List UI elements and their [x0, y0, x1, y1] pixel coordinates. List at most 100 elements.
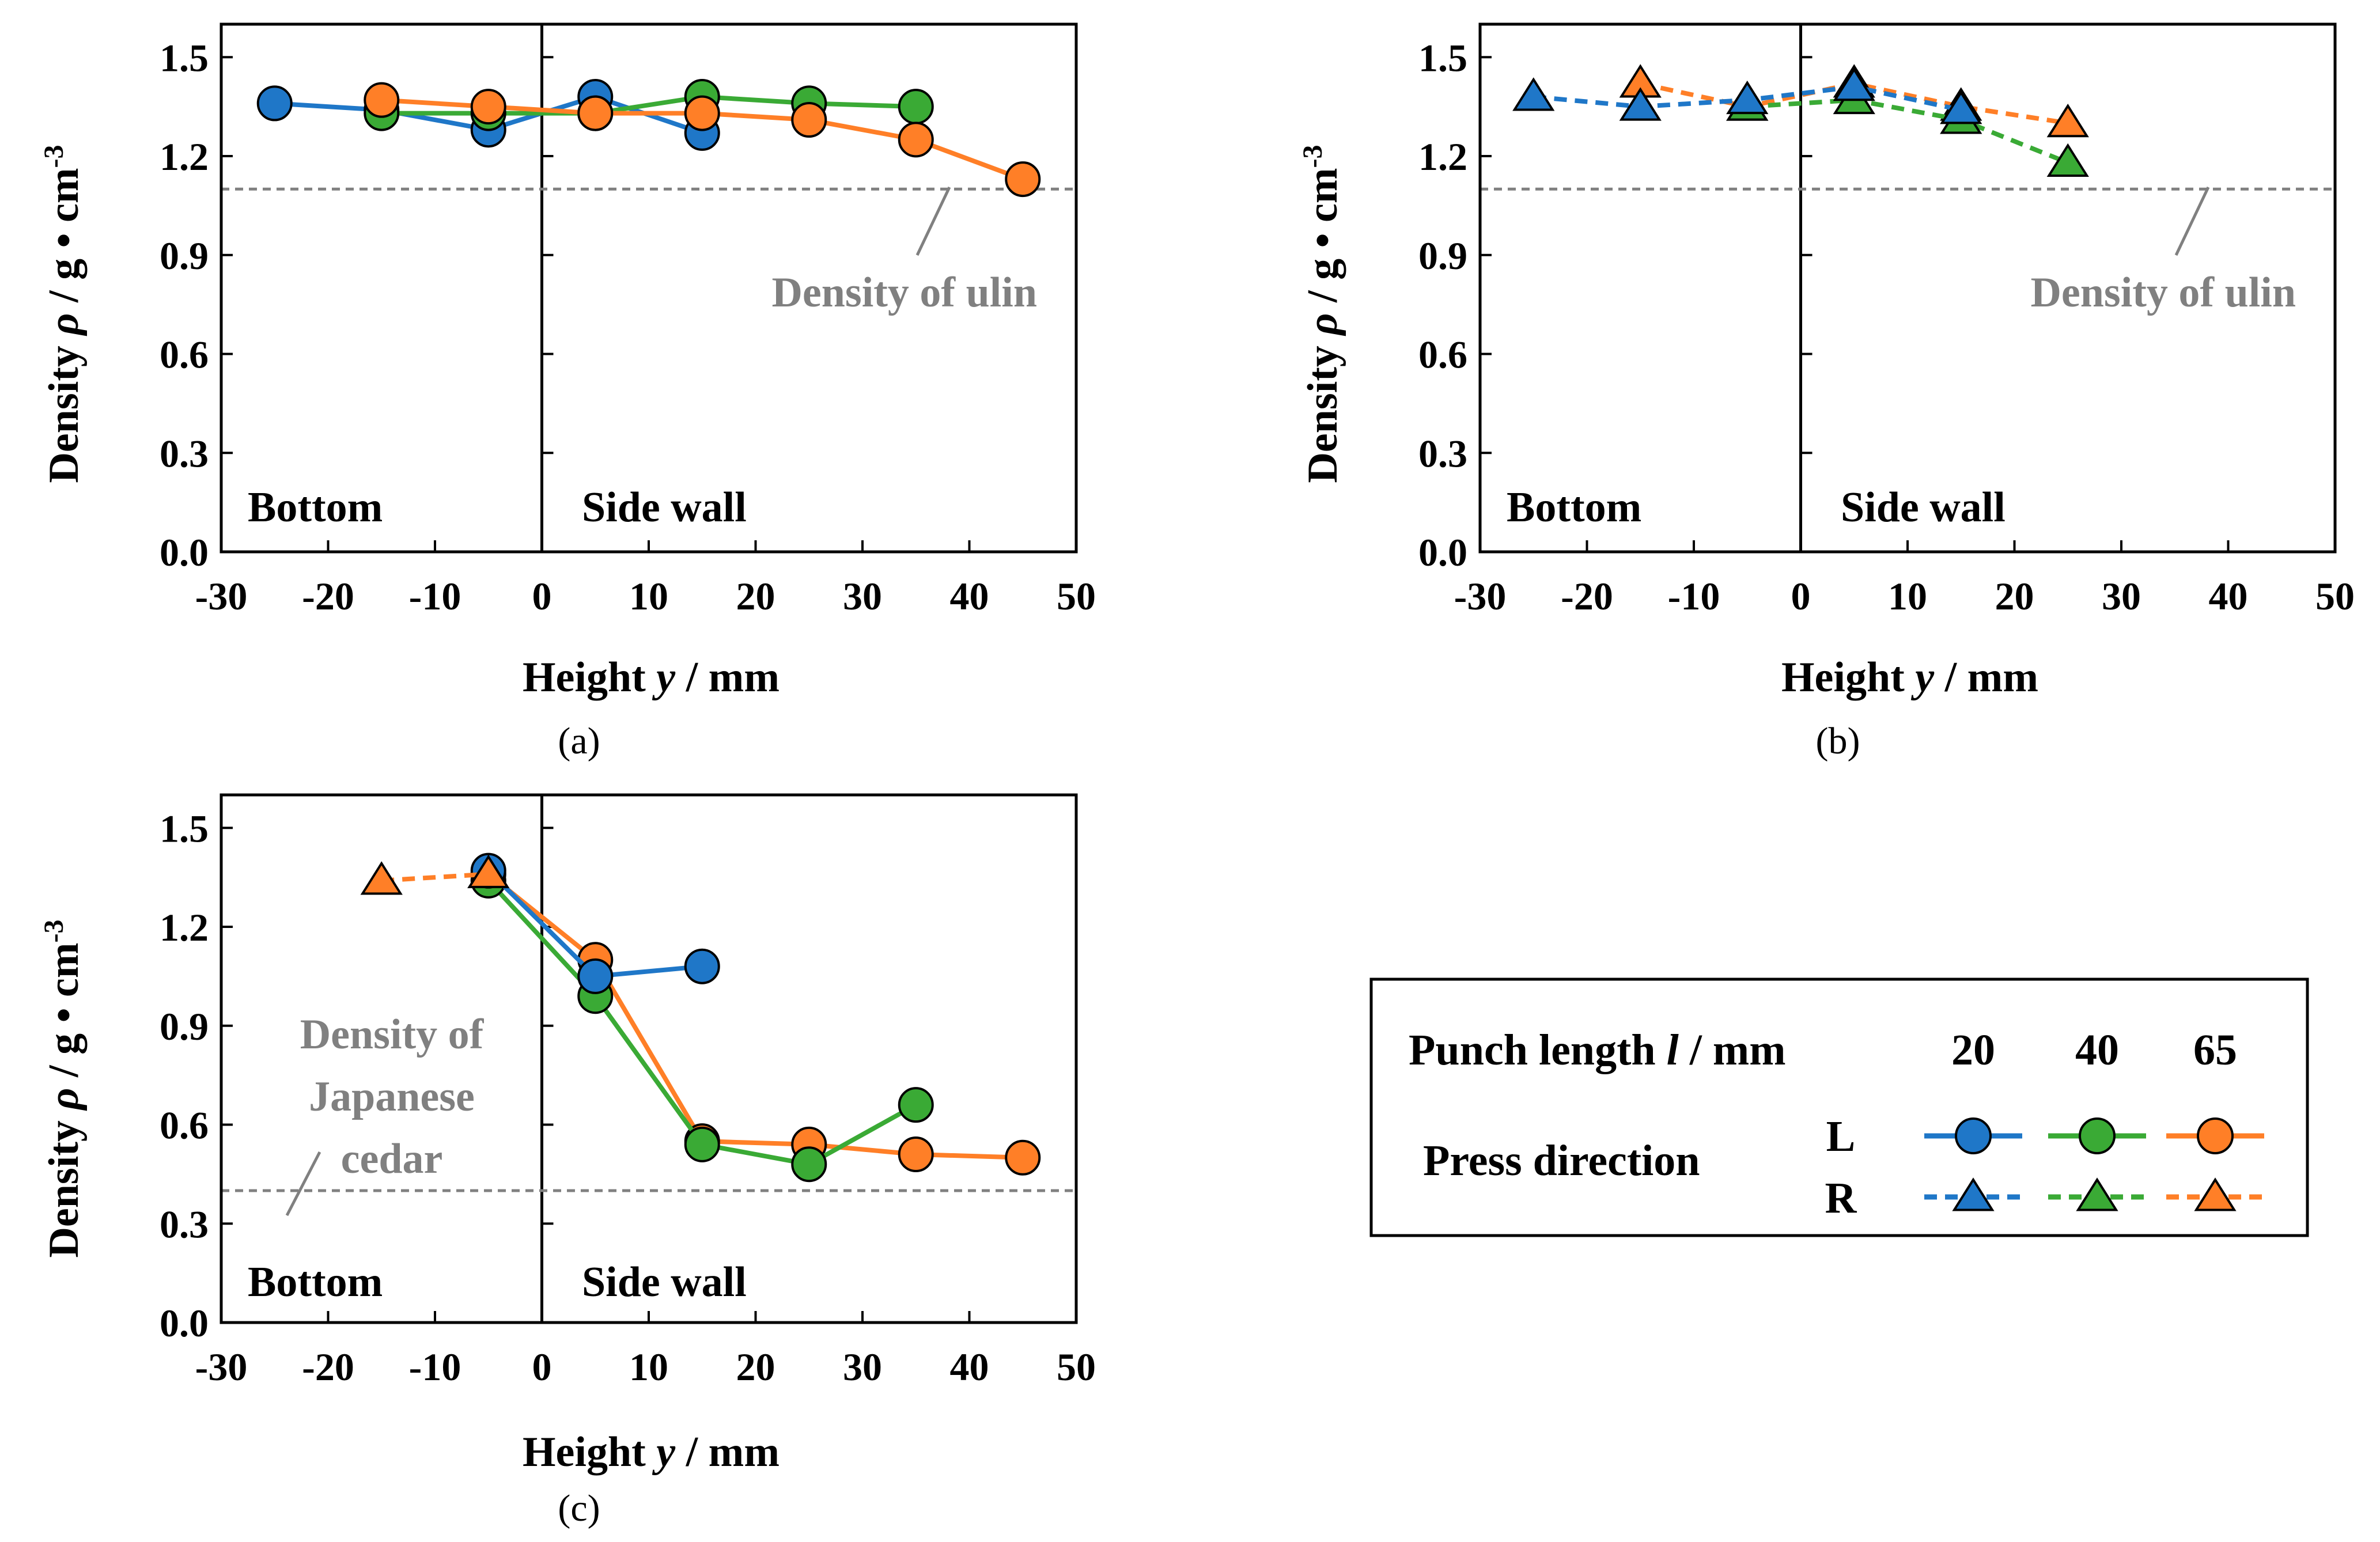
panel-b-xtick-label: 30 [2102, 574, 2141, 618]
panel-c-point-R65 [362, 863, 400, 894]
panel-c-point-L20 [578, 960, 612, 993]
legend: Punch length l / mm 20 40 65 Press direc… [1371, 979, 2307, 1236]
panel-b-xtick-label: -20 [1561, 574, 1613, 618]
panel-a-point-L40 [899, 90, 933, 123]
panel-a-point-L65 [578, 97, 612, 130]
panel-c-point-L20 [686, 950, 719, 983]
panel-a-xtick-label: 50 [1057, 574, 1096, 618]
panel-a-point-L65 [899, 123, 933, 156]
panel-b-reference: Density of ulin [1480, 187, 2335, 316]
panel-b-ytick-label: 0.0 [1418, 531, 1467, 574]
panel-a-side-label: Side wall [582, 484, 747, 531]
panel-b-series-R40-line [1747, 100, 2068, 163]
panel-c-series-L65-line [489, 874, 1023, 1157]
legend-dir-L: L [1826, 1112, 1856, 1161]
legend-press-label: Press direction [1423, 1136, 1700, 1185]
panel-a-reference-leader [917, 187, 949, 255]
panel-a-point-L65 [472, 90, 505, 123]
legend-length-65: 65 [2193, 1026, 2237, 1074]
panel-b-ytick-label: 0.6 [1418, 333, 1467, 377]
panel-c-reference: Density ofJapanesecedar [221, 1011, 1076, 1215]
panel-a-point-L65 [1006, 162, 1039, 196]
panel-b-xtick-label: 20 [1995, 574, 2034, 618]
panel-b-xtick-label: 10 [1888, 574, 1927, 618]
panel-b-reference-leader [2176, 187, 2208, 255]
panel-a-xtick-label: -20 [302, 574, 354, 618]
legend-sample-L65-marker [2198, 1119, 2233, 1153]
panel-a-xtick-label: 10 [629, 574, 668, 618]
panel-a-ylabel: Density ρ / g • cm-3 [39, 145, 88, 483]
panel-c: -30-20-10010203040500.00.30.60.91.21.5 D… [39, 795, 1096, 1529]
panel-c-point-L65 [899, 1138, 933, 1171]
panel-c-xtick-label: 0 [532, 1345, 552, 1389]
panel-b-point-R40 [2049, 145, 2087, 176]
panel-b-xtick-label: 0 [1791, 574, 1811, 618]
panel-a-reference-label: Density of ulin [771, 269, 1037, 316]
panel-a-ytick-label: 0.6 [160, 333, 209, 377]
panel-b-side-label: Side wall [1841, 484, 2006, 531]
panel-b-point-R20 [1515, 79, 1553, 110]
panel-c-xtick-label: 10 [629, 1345, 668, 1389]
panel-a-ytick-label: 0.3 [160, 431, 209, 475]
panel-b-xtick-label: -30 [1454, 574, 1507, 618]
panel-c-xtick-label: 20 [736, 1345, 775, 1389]
panel-c-ytick-label: 0.0 [160, 1301, 209, 1345]
panel-b-bottom-label: Bottom [1507, 484, 1641, 531]
panel-a-xtick-label: -30 [195, 574, 248, 618]
panel-a-ytick-label: 1.5 [160, 36, 209, 79]
panel-c-xtick-label: -10 [409, 1345, 461, 1389]
panel-c-point-L40 [899, 1088, 933, 1122]
panel-c-xlabel: Height y / mm [523, 1429, 780, 1476]
panel-c-bottom-label: Bottom [248, 1259, 383, 1306]
panel-c-reference-label: Density ofJapanesecedar [300, 1011, 485, 1183]
panel-c-caption: (c) [558, 1487, 600, 1529]
panel-a-xtick-label: 40 [950, 574, 989, 618]
panel-b-xlabel: Height y / mm [1781, 654, 2038, 701]
panel-b-xtick-label: 40 [2209, 574, 2248, 618]
panel-c-point-L40 [792, 1147, 826, 1181]
legend-punch-label: Punch length l / mm [1409, 1026, 1786, 1074]
panel-a-point-L65 [792, 103, 826, 137]
legend-dir-R: R [1825, 1174, 1857, 1222]
panel-c-xtick-label: -20 [302, 1345, 354, 1389]
panel-b-caption: (b) [1816, 720, 1860, 762]
panel-b-ytick-label: 0.3 [1418, 431, 1467, 475]
panel-a: -30 -20 -10 0 10 20 30 40 50 0.0 0.3 0.6 0.9 1.2 1.5 D… [39, 24, 1096, 762]
panel-a-point-L65 [365, 84, 398, 117]
legend-sample-L20-marker [1956, 1119, 1991, 1153]
panel-c-ytick-label: 1.2 [160, 906, 209, 949]
panel-c-xtick-label: 40 [950, 1345, 989, 1389]
panel-b: -30 -20 -10 0 10 20 30 40 50 0.0 0.3 0.6 0.9 1.2 1.5 D… [1297, 24, 2355, 762]
panel-c-frame [221, 795, 1076, 1323]
panel-a-point-L65 [686, 97, 719, 130]
panel-a-point-L20 [258, 86, 292, 120]
panel-a-xtick-label: 0 [532, 574, 552, 618]
panel-c-ytick-label: 0.9 [160, 1005, 209, 1048]
panel-b-ylabel: Density ρ / g • cm-3 [1297, 145, 1346, 483]
panel-c-xtick-label: 50 [1057, 1345, 1096, 1389]
panel-b-xtick-label: 50 [2315, 574, 2355, 618]
panel-a-ytick-label: 0.9 [160, 234, 209, 278]
panel-a-xtick-label: 30 [843, 574, 882, 618]
panel-c-xtick-label: 30 [843, 1345, 882, 1389]
legend-length-20: 20 [1951, 1026, 1995, 1074]
panel-c-ytick-label: 0.3 [160, 1202, 209, 1246]
panel-b-point-R20 [1728, 83, 1766, 113]
panel-a-ytick-label: 1.2 [160, 135, 209, 179]
panel-a-xlabel: Height y / mm [523, 654, 780, 701]
panel-b-xtick-label: -10 [1668, 574, 1720, 618]
legend-sample-L40-marker [2080, 1119, 2114, 1153]
panel-b-ytick-label: 1.2 [1418, 135, 1467, 179]
panel-c-ytick-label: 1.5 [160, 806, 209, 850]
panel-c-point-L65 [1006, 1141, 1039, 1175]
panel-a-xtick-label: 20 [736, 574, 775, 618]
panel-b-ytick-label: 0.9 [1418, 234, 1467, 278]
panel-c-ytick-label: 0.6 [160, 1104, 209, 1147]
panel-c-ylabel: Density ρ / g • cm-3 [39, 919, 88, 1257]
panel-a-xtick-label: -10 [409, 574, 461, 618]
panel-b-ytick-label: 1.5 [1418, 36, 1467, 79]
panel-a-ytick-label: 0.0 [160, 531, 209, 574]
figure: -30 -20 -10 0 10 20 30 40 50 0.0 0.3 0.6 0.9 1.2 1.5 D… [0, 0, 2380, 1542]
panel-a-bottom-label: Bottom [248, 484, 383, 531]
panel-b-reference-label: Density of ulin [2030, 269, 2296, 316]
